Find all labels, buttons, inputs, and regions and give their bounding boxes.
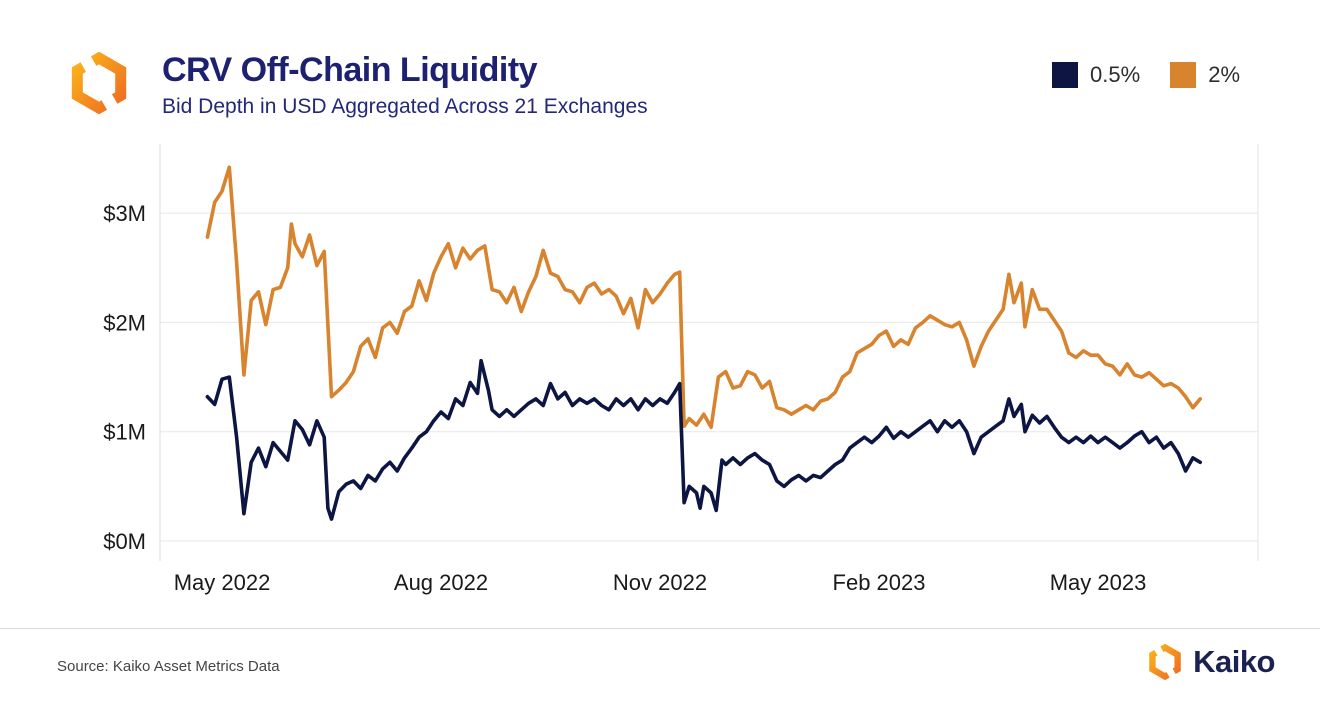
x-axis-tick-label: Feb 2023 [833, 570, 926, 595]
y-axis-tick-label: $2M [103, 310, 146, 335]
y-axis-tick-label: $0M [103, 529, 146, 554]
liquidity-chart: $0M $1M $2M $3M May 2022 Aug 2022 Nov 2022 Feb … [103, 144, 1259, 595]
kaiko-logo-icon-small [1149, 644, 1181, 680]
x-axis-tick-label: May 2022 [174, 570, 271, 595]
series-line-05 [205, 358, 1202, 521]
chart-area: $0M $1M $2M $3M May 2022 Aug 2022 Nov 2022 Feb … [0, 140, 1320, 620]
y-axis-tick-label: $1M [103, 420, 146, 445]
legend-swatch-0-5pct [1052, 62, 1079, 88]
kaiko-brand-lockup: Kaiko [1147, 644, 1275, 680]
y-axis-tick-label: $3M [103, 201, 146, 226]
x-axis-tick-label: Nov 2022 [613, 570, 707, 595]
header-text: CRV Off-Chain Liquidity Bid Depth in USD… [162, 51, 648, 120]
source-note: Source: Kaiko Asset Metrics Data [57, 658, 280, 675]
legend-item-0-5pct: 0.5% [1052, 62, 1140, 88]
page-title: CRV Off-Chain Liquidity [162, 51, 538, 89]
x-axis-tick-label: May 2023 [1050, 570, 1147, 595]
x-axis-tick-label: Aug 2022 [394, 570, 488, 595]
series-line-2 [205, 165, 1202, 430]
legend-label-2pct: 2% [1208, 62, 1240, 87]
kaiko-wordmark: Kaiko [1193, 644, 1275, 679]
page-subtitle: Bid Depth in USD Aggregated Across 21 Ex… [162, 95, 648, 119]
header: CRV Off-Chain Liquidity Bid Depth in USD… [68, 51, 648, 120]
footer-divider [0, 628, 1320, 629]
legend-label-0-5pct: 0.5% [1090, 62, 1141, 87]
kaiko-logo-icon [71, 52, 127, 114]
chart-legend: 0.5% 2% [1052, 62, 1240, 88]
legend-item-2pct: 2% [1170, 62, 1240, 88]
legend-swatch-2pct [1170, 62, 1197, 88]
